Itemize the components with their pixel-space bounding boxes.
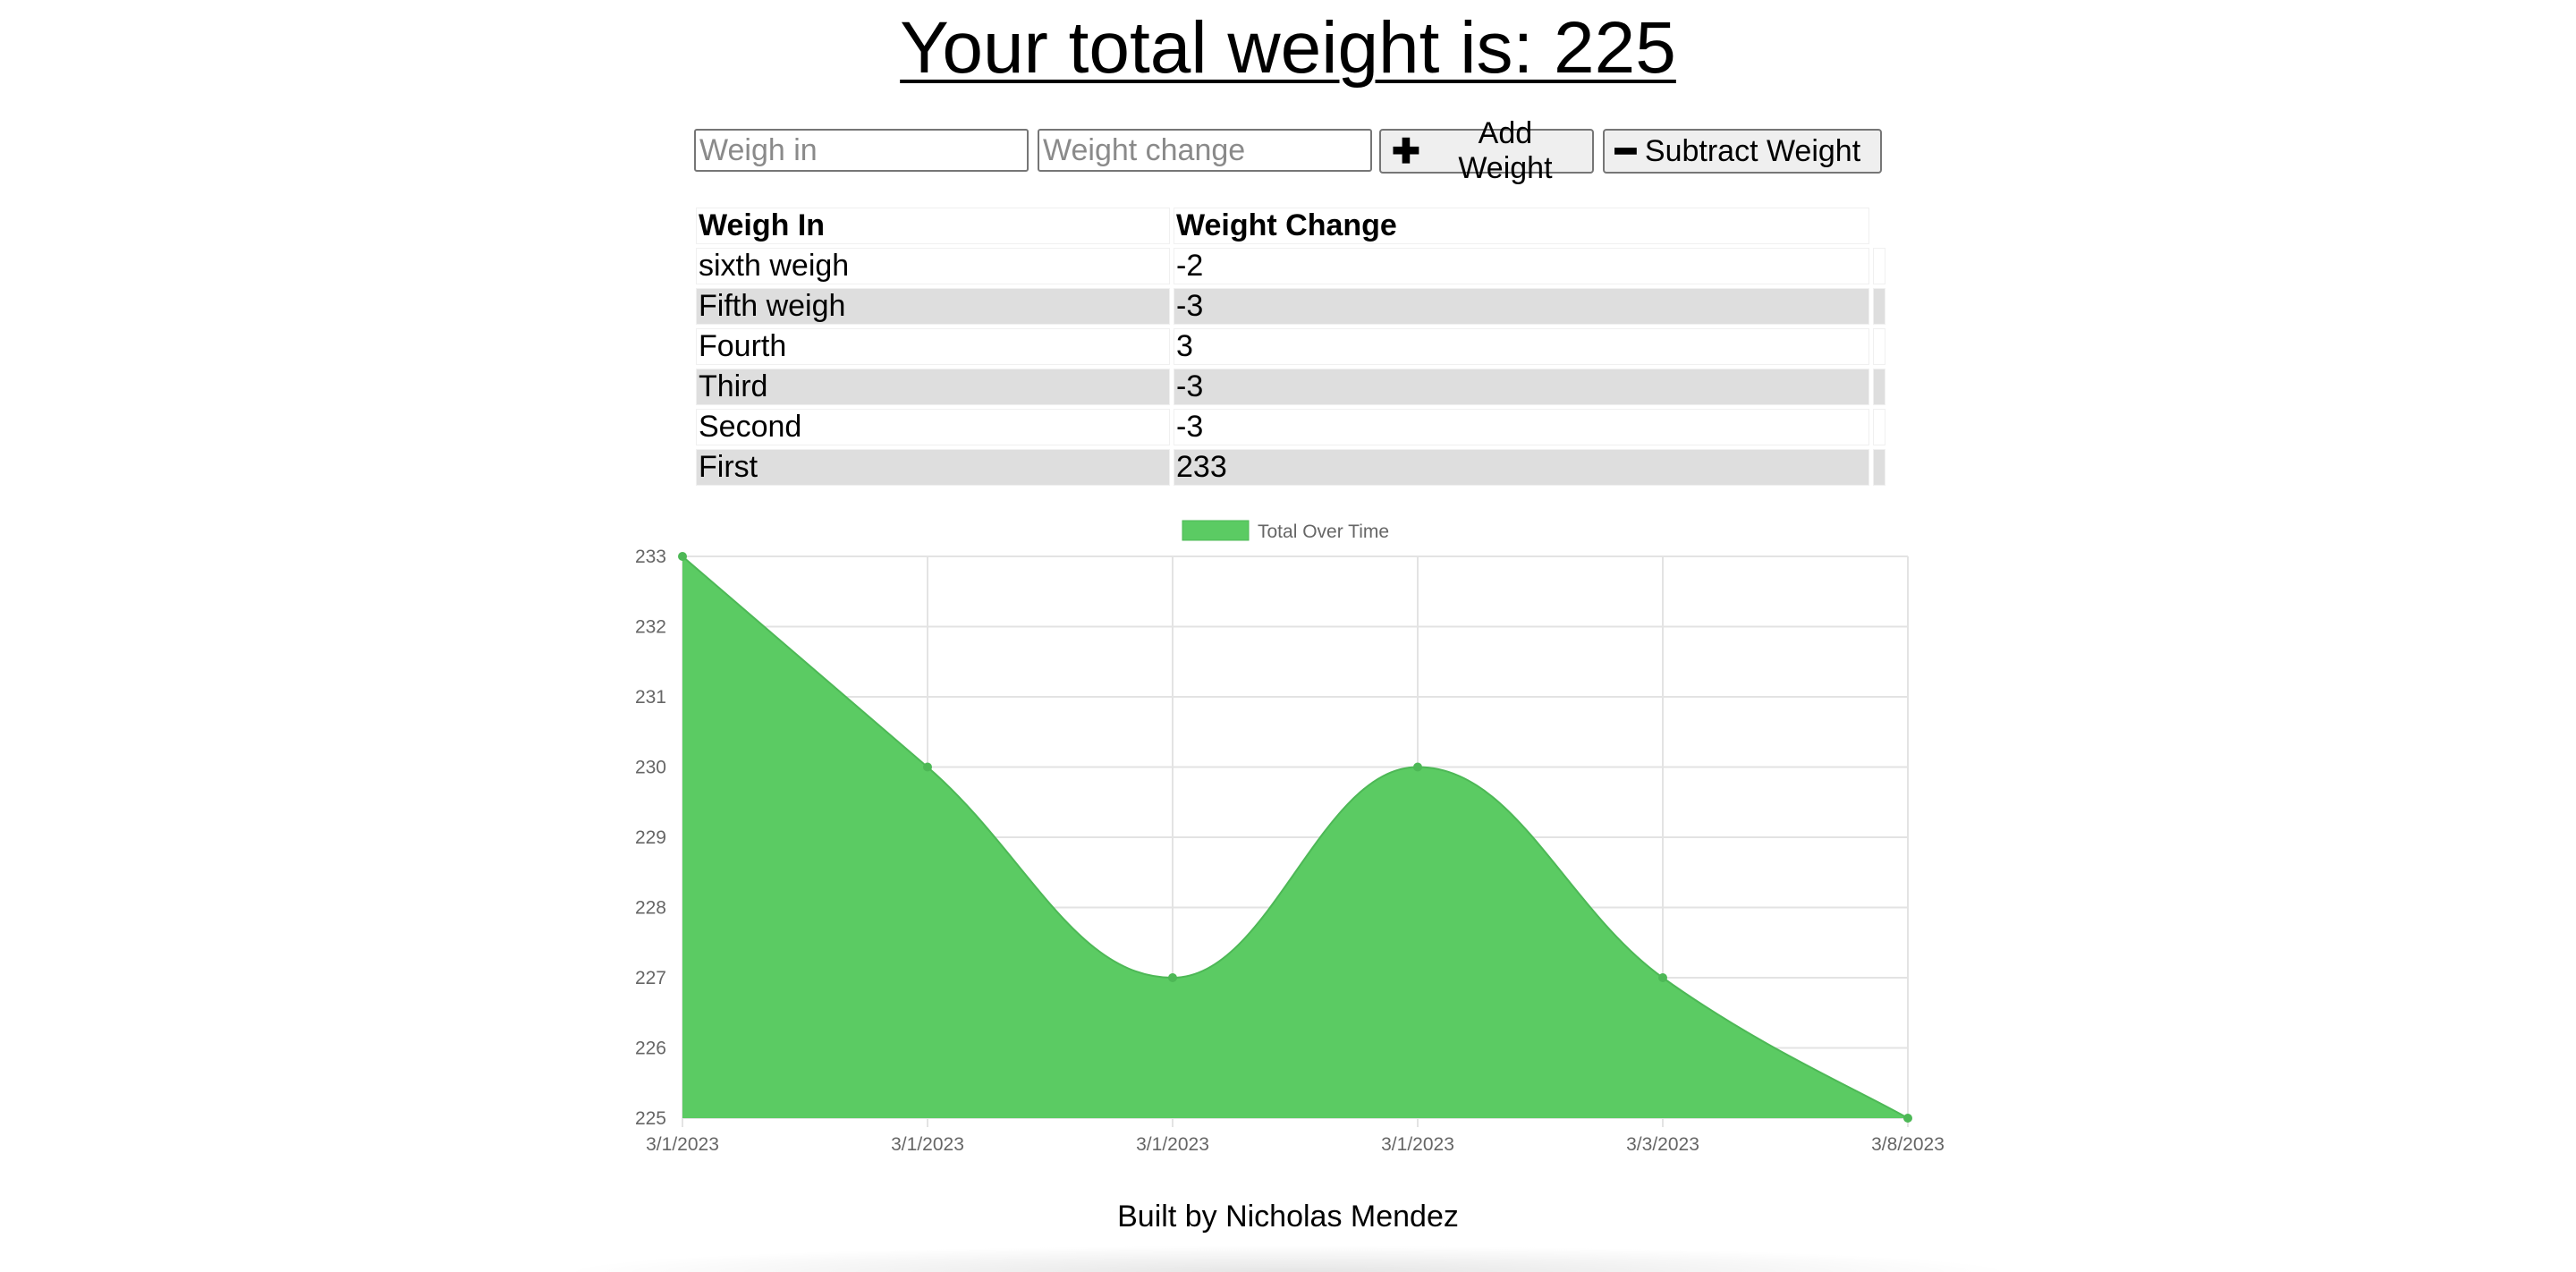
y-tick-label: 229 [635, 827, 666, 848]
row-spacer-cell [1873, 409, 1885, 445]
header-weigh-in: Weigh In [696, 208, 1170, 244]
weight-change-input[interactable] [1038, 129, 1372, 172]
row-spacer-cell [1873, 288, 1885, 325]
weigh-in-cell: Fourth [696, 328, 1170, 365]
y-tick-label: 227 [635, 968, 666, 988]
series-line-total-over-time [682, 555, 1909, 1119]
data-point [1658, 973, 1667, 982]
weigh-in-cell: Fifth weigh [696, 288, 1170, 325]
table-header-row: Weigh In Weight Change [696, 208, 1885, 244]
minus-icon: ━ [1615, 132, 1636, 171]
row-spacer-cell [1873, 248, 1885, 284]
table-row: First 233 [696, 449, 1885, 486]
y-tick-label: 226 [635, 1039, 666, 1059]
y-tick-label: 225 [635, 1108, 666, 1129]
data-point [923, 762, 932, 772]
bottom-shadow [555, 1245, 2021, 1272]
weight-change-cell: 3 [1174, 328, 1869, 365]
x-tick-label: 3/1/2023 [1136, 1134, 1209, 1155]
weight-change-cell: -3 [1174, 409, 1869, 445]
add-weight-label: Add Weight [1458, 116, 1553, 185]
y-tick-label: 233 [635, 547, 666, 567]
table-row: Fourth 3 [696, 328, 1885, 365]
y-tick-label: 232 [635, 617, 666, 638]
y-tick-label: 231 [635, 687, 666, 708]
total-over-time-chart: 233 232 231 230 229 228 227 226 225 3/1/2023 3/1/2… [635, 520, 1945, 1155]
weight-change-cell: 233 [1174, 449, 1869, 486]
weigh-in-cell: Third [696, 369, 1170, 405]
x-tick-label: 3/1/2023 [891, 1134, 964, 1155]
table-row: Third -3 [696, 369, 1885, 405]
table-row: Fifth weigh -3 [696, 288, 1885, 325]
x-tick-label: 3/1/2023 [1381, 1134, 1454, 1155]
legend-label: Total Over Time [1258, 522, 1389, 542]
data-point [678, 552, 687, 561]
table-row: sixth weigh -2 [696, 248, 1885, 284]
y-tick-label: 228 [635, 898, 666, 919]
weight-change-cell: -2 [1174, 248, 1869, 284]
row-spacer-cell [1873, 449, 1885, 486]
weight-change-cell: -3 [1174, 369, 1869, 405]
weigh-in-cell: sixth weigh [696, 248, 1170, 284]
row-spacer-cell [1873, 369, 1885, 405]
data-point [1413, 762, 1422, 772]
page-title: Your total weight is: 225 [900, 7, 1676, 89]
weigh-in-cell: Second [696, 409, 1170, 445]
x-tick-label: 3/3/2023 [1626, 1134, 1699, 1155]
x-tick-label: 3/1/2023 [646, 1134, 719, 1155]
subtract-weight-button[interactable]: ━ Subtract Weight [1603, 129, 1882, 174]
header-weight-change: Weight Change [1174, 208, 1869, 244]
weight-log-table: Weigh In Weight Change sixth weigh -2 Fi… [692, 204, 1889, 489]
x-tick-label: 3/8/2023 [1871, 1134, 1945, 1155]
add-weight-button[interactable]: ✚ Add Weight [1379, 116, 1594, 185]
data-point [1168, 973, 1177, 982]
y-tick-label: 230 [635, 758, 666, 778]
subtract-weight-label: Subtract Weight [1644, 133, 1861, 168]
area-fill-total-over-time [682, 556, 1908, 1118]
weight-change-cell: -3 [1174, 288, 1869, 325]
weigh-in-input[interactable] [694, 129, 1029, 172]
weigh-in-cell: First [696, 449, 1170, 486]
footer-credit: Built by Nicholas Mendez [1117, 1200, 1459, 1234]
row-spacer-cell [1873, 328, 1885, 365]
data-point [1903, 1114, 1912, 1123]
table-row: Second -3 [696, 409, 1885, 445]
plus-icon: ✚ [1392, 132, 1420, 171]
legend-swatch [1182, 520, 1250, 541]
